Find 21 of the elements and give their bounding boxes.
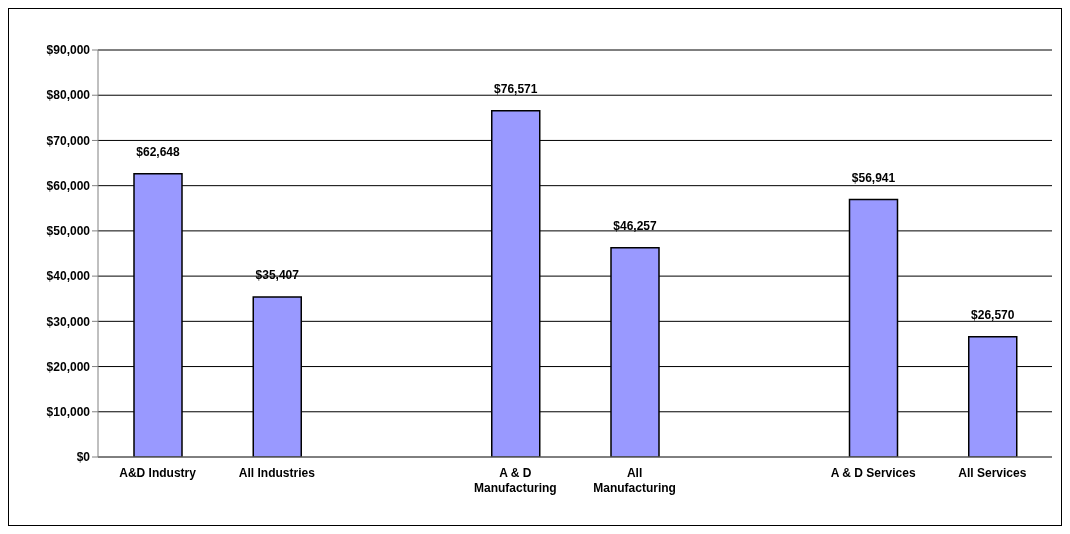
data-label: $76,571	[494, 81, 538, 96]
data-label: $56,941	[851, 170, 896, 185]
y-tick-label: $40,000	[46, 269, 91, 284]
y-tick-label: $0	[76, 450, 91, 465]
y-tick-label: $50,000	[46, 224, 91, 239]
data-label: $26,570	[971, 307, 1015, 322]
y-tick-label: $80,000	[46, 88, 91, 103]
y-tick-label: $30,000	[46, 314, 91, 329]
y-tick-label: $70,000	[46, 133, 91, 148]
x-tick-label: A & D Services	[830, 466, 916, 480]
x-tick-label: All Manufacturing	[593, 466, 676, 495]
data-label: $62,648	[136, 144, 181, 159]
y-tick-label: $60,000	[46, 178, 91, 193]
x-tick-label: A & D Manufacturing	[474, 466, 557, 495]
x-tick-label: All Services	[958, 466, 1027, 480]
y-tick-label: $10,000	[46, 405, 91, 420]
y-tick-label: $20,000	[46, 359, 91, 374]
x-tick-label: All Industries	[238, 466, 316, 480]
data-label: $46,257	[613, 218, 658, 233]
x-tick-label: A&D Industry	[119, 466, 197, 480]
y-tick-label: $90,000	[46, 43, 91, 58]
